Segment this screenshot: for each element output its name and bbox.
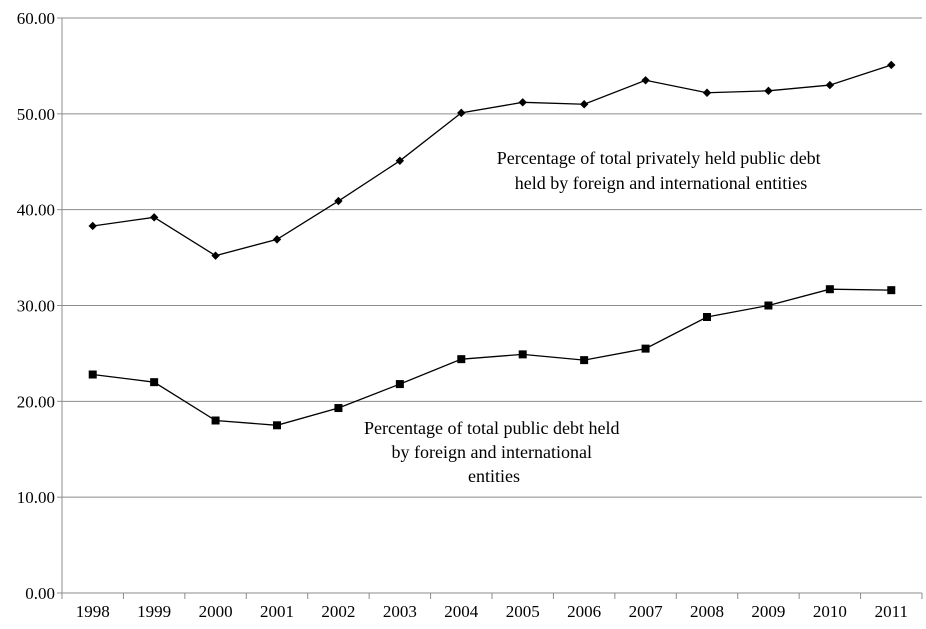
series-1-point bbox=[88, 221, 97, 231]
annotation-series-2-line-3: entities bbox=[468, 466, 520, 486]
x-tick-label: 2004 bbox=[444, 602, 479, 621]
y-tick-label: 20.00 bbox=[17, 392, 55, 411]
series-2-point bbox=[211, 416, 220, 425]
x-tick-label: 2001 bbox=[260, 602, 294, 621]
axes bbox=[57, 17, 923, 599]
series-2-point bbox=[334, 404, 343, 413]
x-tick-label: 2007 bbox=[629, 602, 664, 621]
series-2-point bbox=[580, 356, 589, 365]
series-1-point bbox=[149, 213, 159, 222]
y-tick-label: 40.00 bbox=[17, 201, 55, 220]
series-1-point bbox=[641, 76, 650, 85]
series-1-line bbox=[92, 64, 892, 257]
annotation-series-1-line-1: Percentage of total privately held publi… bbox=[497, 148, 821, 168]
annotation-series-1: Percentage of total privately held publi… bbox=[497, 148, 825, 193]
series-1-point bbox=[395, 156, 405, 165]
series-2-point bbox=[764, 301, 773, 310]
annotations: Percentage of total privately held publi… bbox=[364, 148, 825, 486]
annotation-series-1-line-2: held by foreign and international entiti… bbox=[515, 173, 807, 193]
y-tick-label: 60.00 bbox=[17, 9, 55, 28]
series-1-point bbox=[272, 235, 282, 244]
series-2-point bbox=[395, 380, 404, 389]
series-1-point bbox=[518, 98, 527, 107]
series-1-point bbox=[887, 60, 896, 70]
series-2-point bbox=[887, 286, 896, 295]
series-1-point bbox=[825, 80, 835, 90]
series-2-point bbox=[825, 285, 834, 294]
annotation-series-2-line-2: by foreign and international bbox=[392, 442, 592, 462]
y-tick-labels: 0.00 10.00 20.00 30.00 40.00 50.00 60.00 bbox=[17, 9, 55, 603]
series-1-point bbox=[457, 108, 466, 118]
x-tick-label: 1999 bbox=[137, 602, 171, 621]
x-tick-label: 2009 bbox=[751, 602, 785, 621]
series-2-point bbox=[457, 355, 466, 364]
series-1 bbox=[88, 60, 896, 260]
x-tick-label: 2006 bbox=[567, 602, 601, 621]
x-tick-labels: 1998 1999 2000 2001 2002 2003 2004 2005 2006 2007… bbox=[76, 602, 908, 621]
x-tick-label: 2005 bbox=[506, 602, 540, 621]
series-1-point bbox=[702, 88, 712, 97]
x-tick-label: 2002 bbox=[321, 602, 355, 621]
series-2-point bbox=[641, 344, 650, 353]
x-tick-label: 2003 bbox=[383, 602, 417, 621]
series-2-line bbox=[92, 288, 892, 426]
x-tick-label: 2011 bbox=[875, 602, 908, 621]
series-1-point bbox=[764, 86, 773, 96]
series-2-point bbox=[703, 313, 711, 321]
series bbox=[88, 60, 896, 430]
series-2-point bbox=[150, 378, 159, 387]
y-tick-label: 50.00 bbox=[17, 105, 55, 124]
y-tick-label: 0.00 bbox=[25, 584, 55, 603]
series-2-point bbox=[88, 370, 97, 379]
series-2-point bbox=[273, 421, 281, 430]
gridlines bbox=[62, 17, 922, 498]
series-1-point bbox=[334, 196, 343, 206]
series-1-point bbox=[579, 100, 589, 109]
x-tick-label: 2008 bbox=[690, 602, 724, 621]
series-1-point bbox=[211, 251, 220, 260]
series-2 bbox=[88, 285, 896, 430]
x-tick-label: 2010 bbox=[813, 602, 847, 621]
annotation-series-2-line-1: Percentage of total public debt held bbox=[364, 418, 619, 438]
series-2-point bbox=[518, 350, 527, 359]
annotation-series-2: Percentage of total public debt held by … bbox=[364, 418, 624, 486]
x-tick-label: 2000 bbox=[199, 602, 233, 621]
x-tick-label: 1998 bbox=[76, 602, 110, 621]
y-tick-label: 30.00 bbox=[17, 297, 55, 316]
y-tick-label: 10.00 bbox=[17, 488, 55, 507]
